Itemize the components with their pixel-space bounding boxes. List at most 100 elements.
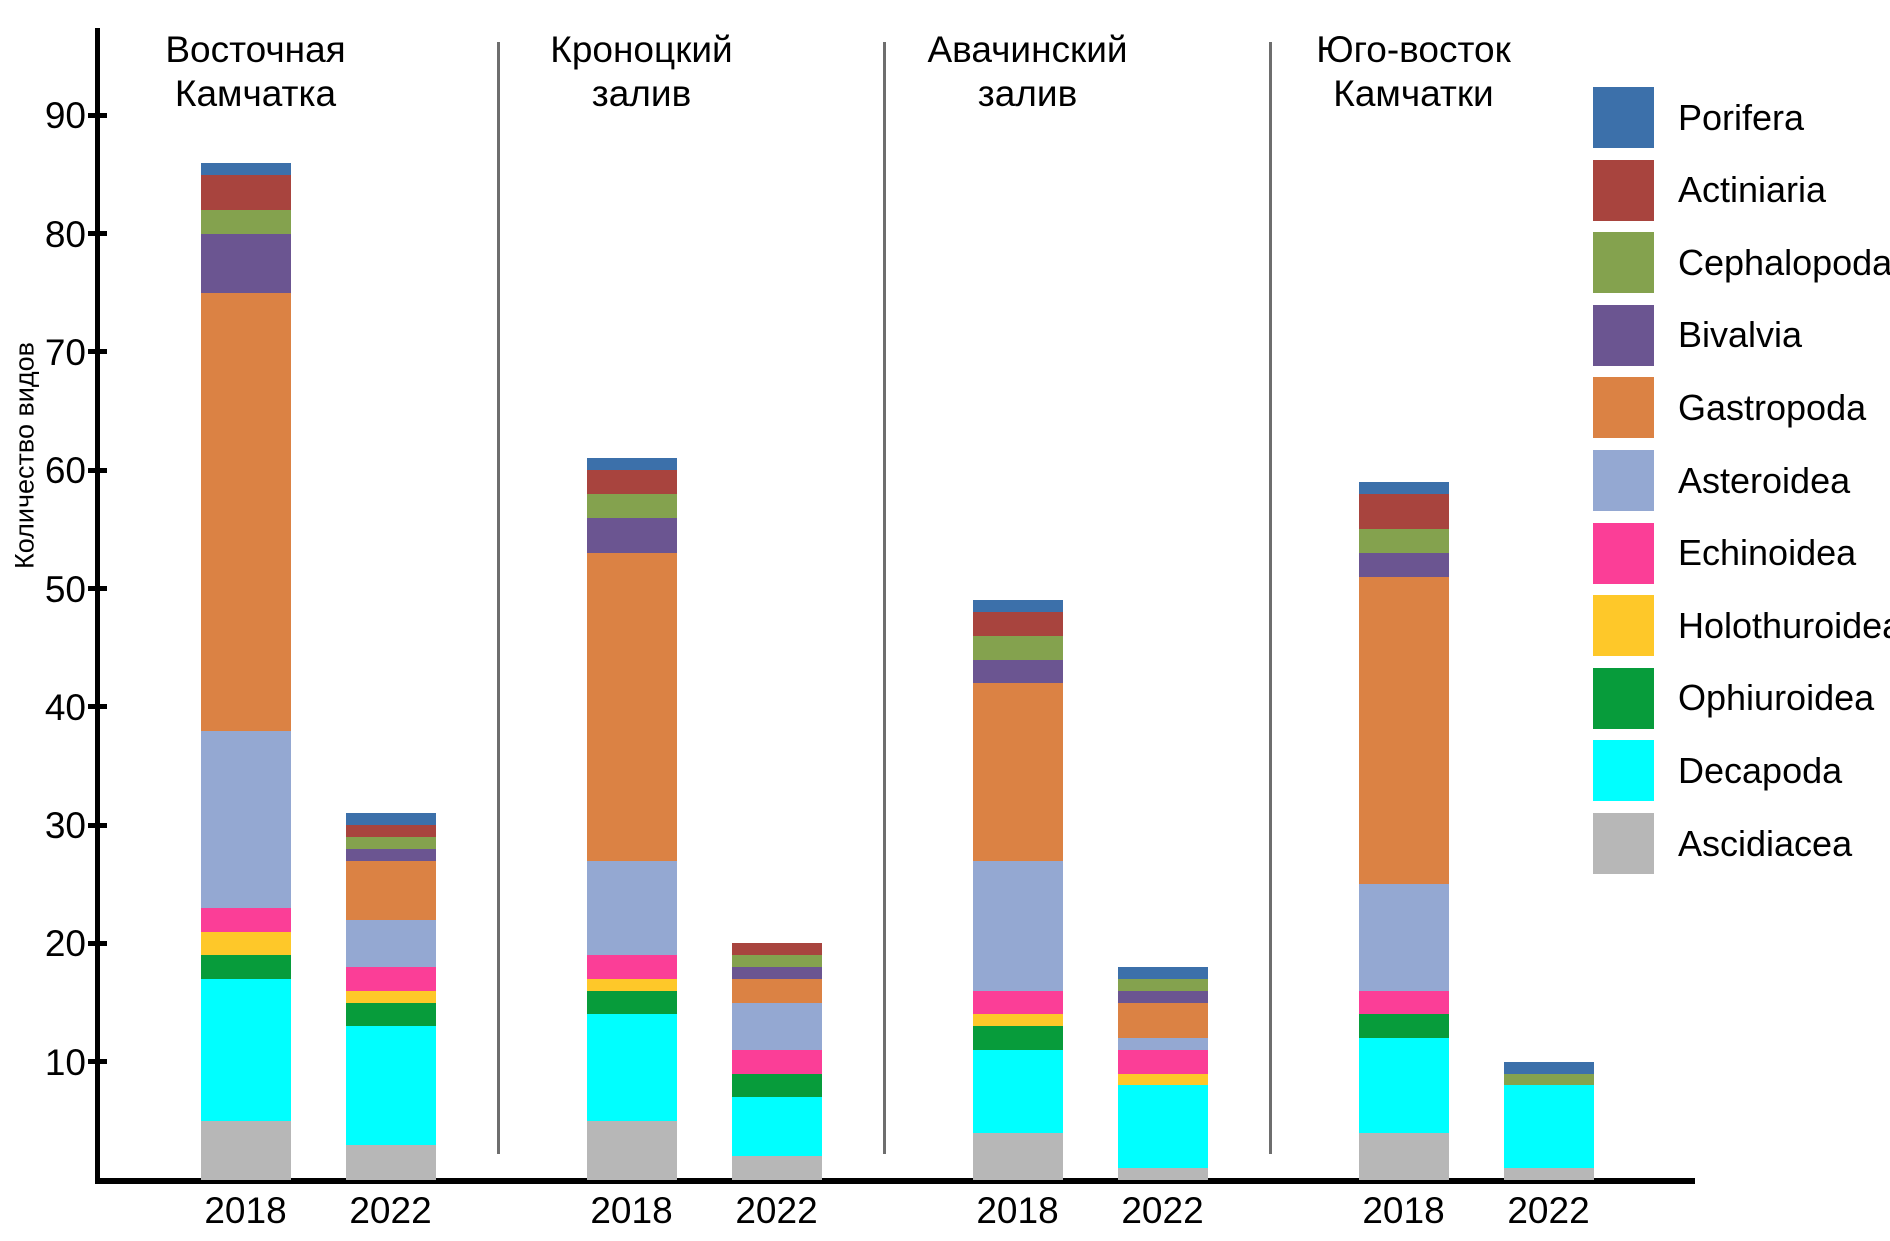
bar-segment-holothuroidea bbox=[586, 978, 677, 991]
bar-segment-asteroidea bbox=[345, 919, 436, 968]
bar-segment-actiniaria bbox=[586, 470, 677, 494]
legend-label: Holothuroidea bbox=[1678, 604, 1890, 646]
y-tick-label: 30 bbox=[44, 805, 86, 847]
y-tick bbox=[88, 231, 107, 237]
bar-segment-actiniaria bbox=[1358, 493, 1449, 530]
y-tick bbox=[88, 586, 107, 591]
bar-segment-gastropoda bbox=[586, 553, 677, 861]
y-tick-label: 10 bbox=[44, 1041, 86, 1083]
stacked-bar-2022 bbox=[1503, 1061, 1594, 1180]
bar-segment-echinoidea bbox=[200, 907, 291, 932]
bar-segment-asteroidea bbox=[586, 860, 677, 956]
bar-segment-decapoda bbox=[972, 1049, 1063, 1133]
year-label: 2022 bbox=[1121, 1190, 1204, 1231]
year-label: 2018 bbox=[1362, 1190, 1445, 1231]
bar-segment-decapoda bbox=[1358, 1038, 1449, 1133]
bar-segment-ascidiacea bbox=[586, 1120, 677, 1180]
bar-segment-porifera bbox=[200, 162, 291, 175]
bar-segment-ascidiacea bbox=[731, 1156, 822, 1180]
y-tick bbox=[88, 704, 107, 710]
legend-label: Porifera bbox=[1678, 96, 1805, 138]
bar-segment-echinoidea bbox=[1117, 1049, 1208, 1074]
bar-segment-gastropoda bbox=[200, 292, 291, 731]
bar-segment-gastropoda bbox=[1358, 576, 1449, 885]
bar-segment-ophiuroidea bbox=[731, 1073, 822, 1098]
year-label: 2022 bbox=[1507, 1190, 1590, 1231]
year-label: 2018 bbox=[976, 1190, 1059, 1231]
bar-segment-asteroidea bbox=[1358, 884, 1449, 991]
region-title-line: залив bbox=[591, 73, 692, 114]
bar-segment-ascidiacea bbox=[345, 1144, 436, 1180]
bar-segment-ophiuroidea bbox=[200, 955, 291, 979]
bar-segment-bivalvia bbox=[345, 848, 436, 861]
legend-label: Cephalopoda bbox=[1678, 241, 1890, 283]
stacked-bar-2018 bbox=[1358, 482, 1449, 1180]
bar-segment-actiniaria bbox=[731, 943, 822, 956]
bar-segment-bivalvia bbox=[200, 233, 291, 293]
region-title-line: Юго-восток bbox=[1316, 29, 1511, 70]
region-title-line: Камчатка bbox=[174, 73, 337, 114]
legend-label: Gastropoda bbox=[1678, 386, 1867, 428]
year-label: 2022 bbox=[735, 1190, 818, 1231]
legend-swatch-actiniaria bbox=[1593, 159, 1654, 221]
legend-label: Bivalvia bbox=[1678, 314, 1803, 356]
bar-segment-cephalopoda bbox=[1117, 978, 1208, 991]
group-separator bbox=[1269, 42, 1272, 1154]
legend-label: Ascidiacea bbox=[1678, 822, 1853, 864]
y-tick bbox=[88, 467, 107, 473]
bar-segment-gastropoda bbox=[1117, 1002, 1208, 1039]
bar-segment-actiniaria bbox=[345, 825, 436, 837]
bar-segment-ophiuroidea bbox=[1358, 1014, 1449, 1039]
bar-segment-echinoidea bbox=[586, 955, 677, 979]
bar-segment-gastropoda bbox=[345, 860, 436, 920]
y-tick bbox=[88, 940, 107, 946]
y-tick-label: 80 bbox=[44, 213, 86, 255]
bar-segment-holothuroidea bbox=[972, 1014, 1063, 1027]
bar-segment-ophiuroidea bbox=[345, 1002, 436, 1027]
legend-label: Actiniaria bbox=[1678, 169, 1827, 211]
bar-segment-echinoidea bbox=[972, 990, 1063, 1015]
stacked-bar-2018 bbox=[972, 600, 1063, 1180]
bar-segment-holothuroidea bbox=[1117, 1073, 1208, 1086]
legend-swatch-asteroidea bbox=[1593, 450, 1654, 511]
y-tick bbox=[88, 112, 107, 118]
region-title-line: Восточная bbox=[165, 29, 346, 70]
bar-segment-ascidiacea bbox=[1117, 1168, 1208, 1180]
bar-segment-ascidiacea bbox=[1503, 1168, 1594, 1180]
stacked-bar-2022 bbox=[345, 813, 436, 1180]
legend-swatch-echinoidea bbox=[1593, 522, 1654, 584]
legend-swatch-holothuroidea bbox=[1593, 595, 1654, 657]
y-tick bbox=[88, 349, 107, 355]
legend-swatch-ophiuroidea bbox=[1593, 667, 1654, 729]
bar-segment-bivalvia bbox=[1117, 990, 1208, 1003]
year-label: 2018 bbox=[590, 1190, 673, 1231]
y-tick-label: 60 bbox=[44, 450, 86, 492]
bar-segment-decapoda bbox=[586, 1014, 677, 1121]
bar-segment-echinoidea bbox=[1358, 990, 1449, 1015]
bar-segment-porifera bbox=[1503, 1061, 1594, 1074]
region-title: Восточная Камчатка bbox=[165, 28, 345, 116]
bar-segment-gastropoda bbox=[731, 978, 822, 1003]
stacked-bar-2018 bbox=[200, 162, 291, 1180]
legend-swatch-cephalopoda bbox=[1593, 232, 1654, 294]
bar-segment-ophiuroidea bbox=[586, 990, 677, 1015]
group-separator bbox=[497, 42, 500, 1154]
year-label: 2018 bbox=[204, 1190, 287, 1231]
legend-label: Echinoidea bbox=[1678, 532, 1857, 574]
region-title-line: Кроноцкий bbox=[550, 29, 733, 70]
bar-segment-asteroidea bbox=[731, 1002, 822, 1050]
bar-segment-decapoda bbox=[200, 978, 291, 1121]
bar-segment-decapoda bbox=[731, 1097, 822, 1157]
legend-label: Ophiuroidea bbox=[1678, 677, 1875, 719]
y-tick-label: 50 bbox=[44, 568, 86, 610]
y-axis-line bbox=[95, 28, 100, 1184]
bar-segment-porifera bbox=[1117, 967, 1208, 979]
region-title: Авачинский залив bbox=[927, 28, 1127, 116]
legend-label: Decapoda bbox=[1678, 749, 1843, 791]
bar-segment-decapoda bbox=[1503, 1085, 1594, 1169]
bar-segment-cephalopoda bbox=[200, 210, 291, 234]
bar-segment-cephalopoda bbox=[1503, 1073, 1594, 1086]
bar-segment-cephalopoda bbox=[972, 635, 1063, 660]
region-title: Кроноцкий залив bbox=[550, 28, 732, 116]
